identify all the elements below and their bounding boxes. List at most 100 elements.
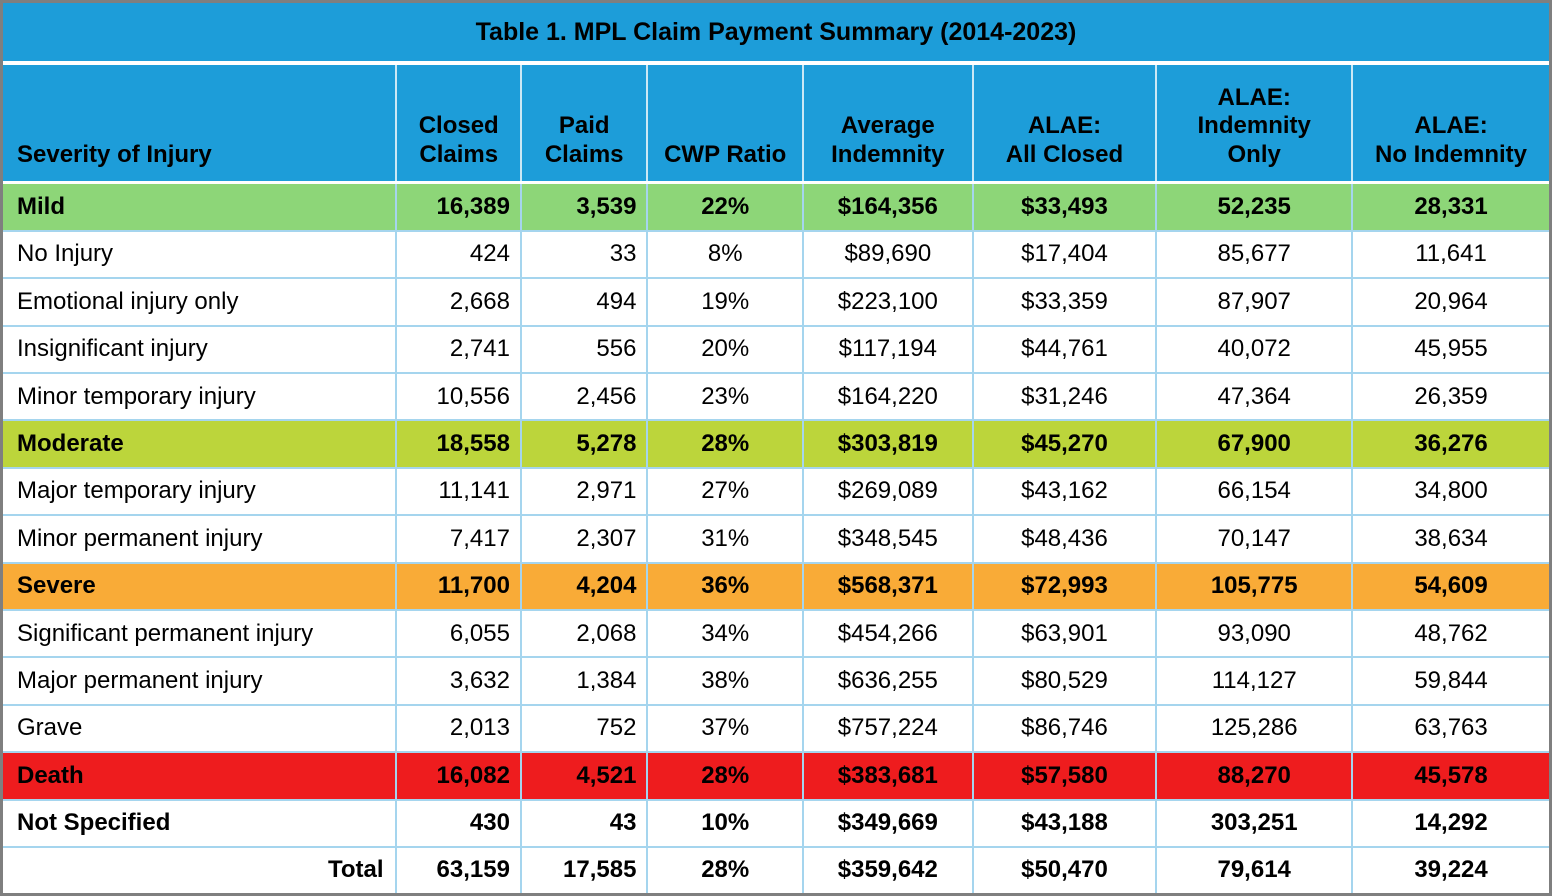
table-row: Significant permanent injury 6,055 2,068… (3, 608, 1549, 658)
alae-all-closed-value: $43,162 (971, 466, 1157, 516)
alae-no-indemnity-value: 34,800 (1351, 466, 1549, 516)
alae-indemnity-only-value: 105,775 (1155, 561, 1353, 610)
severity-label: Moderate (3, 419, 397, 468)
column-header-alae-indemnity-only: ALAE: Indemnity Only (1155, 63, 1353, 184)
column-header-severity: Severity of Injury (3, 63, 397, 184)
cwp-ratio-total: 28% (646, 845, 803, 893)
severity-label: Mild (3, 181, 397, 231)
alae-no-indemnity-value: 28,331 (1351, 181, 1549, 231)
table-row: Emotional injury only 2,668 494 19% $223… (3, 277, 1549, 326)
alae-all-closed-value: $31,246 (971, 371, 1157, 421)
closed-claims-value: 16,082 (395, 751, 521, 800)
table-row: Minor permanent injury 7,417 2,307 31% $… (3, 514, 1549, 563)
alae-indemnity-only-value: 114,127 (1155, 656, 1353, 705)
alae-all-closed-value: $44,761 (971, 324, 1157, 373)
cwp-ratio-value: 10% (646, 798, 803, 847)
alae-no-indemnity-value: 45,578 (1351, 751, 1549, 800)
average-indemnity-value: $568,371 (802, 561, 973, 610)
alae-indemnity-only-value: 88,270 (1155, 751, 1353, 800)
average-indemnity-value: $269,089 (802, 466, 973, 516)
severity-label: Major permanent injury (3, 656, 397, 705)
average-indemnity-value: $757,224 (802, 703, 973, 753)
alae-indemnity-only-value: 70,147 (1155, 514, 1353, 563)
alae-indemnity-only-value: 87,907 (1155, 277, 1353, 326)
alae-all-closed-total: $50,470 (971, 845, 1157, 893)
alae-all-closed-value: $48,436 (971, 514, 1157, 563)
average-indemnity-value: $164,220 (802, 371, 973, 421)
alae-no-indemnity-value: 48,762 (1351, 608, 1549, 658)
alae-indemnity-only-value: 40,072 (1155, 324, 1353, 373)
table-row: Minor temporary injury 10,556 2,456 23% … (3, 371, 1549, 421)
paid-claims-value: 33 (519, 229, 648, 279)
alae-all-closed-value: $33,359 (971, 277, 1157, 326)
alae-no-indemnity-total: 39,224 (1351, 845, 1549, 893)
average-indemnity-value: $454,266 (802, 608, 973, 658)
alae-all-closed-value: $72,993 (971, 561, 1157, 610)
alae-all-closed-value: $80,529 (971, 656, 1157, 705)
table-row: Major temporary injury 11,141 2,971 27% … (3, 466, 1549, 516)
closed-claims-value: 424 (395, 229, 521, 279)
alae-all-closed-value: $57,580 (971, 751, 1157, 800)
paid-claims-value: 494 (519, 277, 648, 326)
alae-all-closed-value: $33,493 (971, 181, 1157, 231)
average-indemnity-value: $223,100 (802, 277, 973, 326)
total-label: Total (3, 845, 397, 893)
severity-label: Emotional injury only (3, 277, 397, 326)
cwp-ratio-value: 23% (646, 371, 803, 421)
average-indemnity-value: $303,819 (802, 419, 973, 468)
closed-claims-value: 11,700 (395, 561, 521, 610)
cwp-ratio-value: 28% (646, 419, 803, 468)
alae-all-closed-value: $63,901 (971, 608, 1157, 658)
alae-no-indemnity-value: 26,359 (1351, 371, 1549, 421)
paid-claims-value: 4,521 (519, 751, 648, 800)
closed-claims-value: 18,558 (395, 419, 521, 468)
average-indemnity-value: $348,545 (802, 514, 973, 563)
table-title: Table 1. MPL Claim Payment Summary (2014… (3, 3, 1549, 65)
alae-indemnity-only-value: 85,677 (1155, 229, 1353, 279)
severity-label: Minor temporary injury (3, 371, 397, 421)
paid-claims-value: 1,384 (519, 656, 648, 705)
table-row: No Injury 424 33 8% $89,690 $17,404 85,6… (3, 229, 1549, 279)
column-header-alae-all-closed: ALAE: All Closed (971, 63, 1157, 184)
cwp-ratio-value: 36% (646, 561, 803, 610)
paid-claims-value: 2,307 (519, 514, 648, 563)
alae-indemnity-only-value: 67,900 (1155, 419, 1353, 468)
table-row-severe: Severe 11,700 4,204 36% $568,371 $72,993… (3, 561, 1549, 610)
cwp-ratio-value: 37% (646, 703, 803, 753)
alae-all-closed-value: $45,270 (971, 419, 1157, 468)
alae-indemnity-only-value: 303,251 (1155, 798, 1353, 847)
average-indemnity-total: $359,642 (802, 845, 973, 893)
alae-no-indemnity-value: 45,955 (1351, 324, 1549, 373)
column-header-alae-no-indemnity: ALAE: No Indemnity (1351, 63, 1549, 184)
table-row-mild: Mild 16,389 3,539 22% $164,356 $33,493 5… (3, 181, 1549, 231)
paid-claims-value: 752 (519, 703, 648, 753)
data-table: Table 1. MPL Claim Payment Summary (2014… (3, 3, 1549, 893)
cwp-ratio-value: 38% (646, 656, 803, 705)
table-row-moderate: Moderate 18,558 5,278 28% $303,819 $45,2… (3, 419, 1549, 468)
cwp-ratio-value: 28% (646, 751, 803, 800)
closed-claims-value: 7,417 (395, 514, 521, 563)
alae-no-indemnity-value: 59,844 (1351, 656, 1549, 705)
alae-no-indemnity-value: 14,292 (1351, 798, 1549, 847)
cwp-ratio-value: 31% (646, 514, 803, 563)
closed-claims-value: 3,632 (395, 656, 521, 705)
closed-claims-total: 63,159 (395, 845, 521, 893)
alae-all-closed-value: $43,188 (971, 798, 1157, 847)
paid-claims-value: 5,278 (519, 419, 648, 468)
closed-claims-value: 430 (395, 798, 521, 847)
average-indemnity-value: $164,356 (802, 181, 973, 231)
alae-indemnity-only-value: 47,364 (1155, 371, 1353, 421)
cwp-ratio-value: 8% (646, 229, 803, 279)
severity-label: Significant permanent injury (3, 608, 397, 658)
paid-claims-value: 556 (519, 324, 648, 373)
alae-indemnity-only-value: 125,286 (1155, 703, 1353, 753)
cwp-ratio-value: 34% (646, 608, 803, 658)
alae-all-closed-value: $17,404 (971, 229, 1157, 279)
closed-claims-value: 16,389 (395, 181, 521, 231)
table-row-not-specified: Not Specified 430 43 10% $349,669 $43,18… (3, 798, 1549, 847)
table-row: Major permanent injury 3,632 1,384 38% $… (3, 656, 1549, 705)
severity-label: Grave (3, 703, 397, 753)
alae-no-indemnity-value: 63,763 (1351, 703, 1549, 753)
average-indemnity-value: $636,255 (802, 656, 973, 705)
